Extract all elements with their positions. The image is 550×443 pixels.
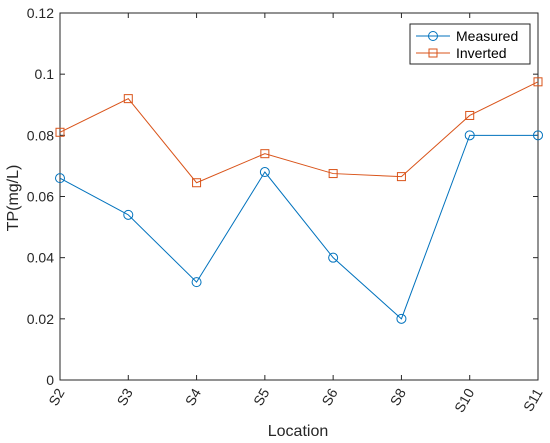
x-tick-label: S3 [113, 385, 136, 408]
y-tick-label: 0.02 [27, 311, 54, 327]
data-point-marker [55, 127, 65, 137]
data-point-marker [191, 277, 202, 288]
y-tick-label: 0.04 [27, 250, 54, 266]
series-line [59, 81, 539, 184]
x-tick-label: S8 [387, 385, 410, 408]
data-point-marker [328, 252, 339, 263]
legend-marker [428, 31, 438, 41]
x-tick-label: S5 [250, 385, 273, 408]
data-point-marker [328, 169, 338, 179]
x-tick-label: S2 [45, 385, 68, 408]
legend-item: Inverted [416, 45, 507, 61]
data-point-marker [259, 167, 270, 178]
series-line [59, 134, 538, 320]
series-measured [55, 130, 543, 324]
data-point-marker [396, 313, 407, 324]
y-tick-label: 0.1 [35, 66, 55, 82]
data-point-marker [123, 94, 133, 104]
data-point-marker [192, 178, 202, 188]
series-layer [55, 77, 543, 324]
y-axis: 0 0.02 0.04 0.06 0.08 0.1 0.12 [27, 5, 538, 388]
data-point-marker [55, 173, 65, 184]
y-tick-label: 0 [46, 372, 54, 388]
data-point-marker [396, 172, 406, 182]
data-point-marker [533, 130, 543, 141]
data-point-marker [465, 110, 475, 120]
series-inverted [55, 77, 543, 188]
x-tick-label: S6 [318, 385, 341, 408]
x-axis-title: Location [268, 423, 329, 440]
data-point-marker [260, 149, 270, 159]
data-point-marker [464, 130, 475, 141]
x-tick-label: S4 [182, 385, 205, 408]
x-axis: S2 S3 S4 S5 S6 S8 S10 S11 [45, 13, 546, 415]
y-tick-label: 0.06 [27, 189, 54, 205]
y-tick-label: 0.08 [27, 127, 54, 143]
legend-marker [428, 48, 438, 58]
data-point-marker [123, 209, 134, 220]
y-tick-label: 0.12 [27, 5, 54, 21]
legend-label: Measured [456, 28, 518, 44]
data-point-marker [533, 77, 543, 87]
legend-label: Inverted [456, 45, 507, 61]
y-axis-title: TP(mg/L) [5, 165, 22, 232]
legend-item: Measured [416, 28, 518, 44]
